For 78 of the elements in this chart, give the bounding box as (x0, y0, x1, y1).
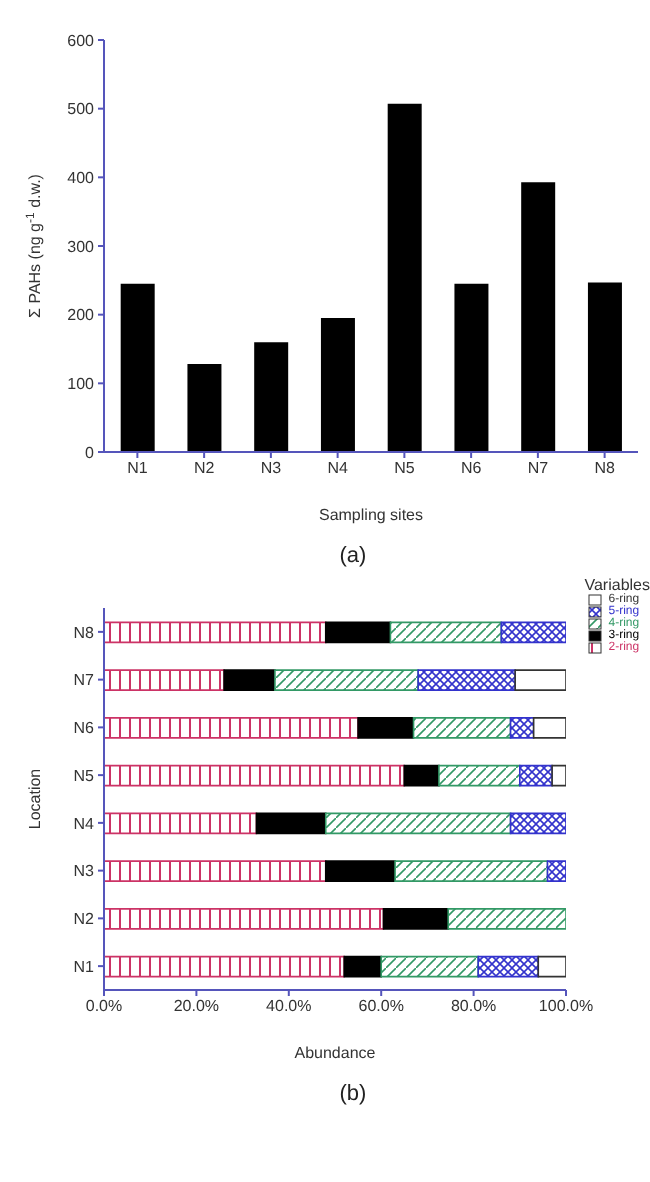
x-tick-label: N1 (127, 459, 149, 478)
x-axis-title: Abundance (294, 1044, 377, 1062)
bar (394, 860, 549, 882)
bar (104, 860, 327, 882)
bar (104, 669, 225, 691)
bar (104, 621, 327, 644)
bar (104, 764, 406, 787)
bar (104, 812, 258, 835)
bar (187, 364, 222, 452)
bar (324, 812, 512, 835)
y-tick-label: N3 (73, 862, 96, 881)
bar (120, 283, 155, 452)
y-tick-label: N4 (73, 814, 96, 833)
x-tick-label: 0.0% (85, 997, 123, 1016)
bar (343, 955, 382, 978)
x-tick-label: N5 (394, 459, 416, 478)
bar (387, 103, 422, 452)
bar (223, 669, 276, 691)
bar (104, 717, 359, 739)
bar (320, 318, 355, 452)
bar (417, 669, 516, 691)
x-tick-label: N6 (460, 459, 483, 478)
y-tick-label: N2 (73, 910, 96, 929)
bar (357, 717, 415, 739)
bar (447, 908, 566, 930)
bar (389, 621, 503, 644)
x-tick-label: 80.0% (450, 997, 497, 1016)
bar (454, 283, 489, 452)
y-tick-label: N5 (73, 766, 96, 785)
bar (546, 860, 566, 882)
legend-title: Variables (584, 576, 650, 594)
bar (274, 669, 419, 691)
text: (b) (337, 1082, 369, 1106)
y-tick-label: 100 (67, 375, 96, 394)
y-tick-label: N8 (73, 623, 96, 642)
bar (477, 955, 540, 978)
text: (a) (337, 544, 369, 568)
x-tick-label: 40.0% (266, 997, 312, 1016)
bar (254, 342, 289, 452)
bar (514, 669, 566, 691)
bar (509, 812, 566, 835)
bar (403, 764, 440, 787)
y-tick-label: 300 (67, 237, 96, 256)
bar (324, 860, 396, 882)
bar (537, 955, 566, 978)
bar (532, 717, 566, 739)
x-tick-label: N2 (193, 459, 216, 478)
y-tick-label: 200 (67, 306, 96, 325)
bar (551, 764, 566, 787)
bar (382, 908, 449, 930)
x-tick-label: N3 (260, 459, 283, 478)
x-tick-label: N7 (527, 459, 550, 478)
x-tick-label: N8 (594, 459, 616, 478)
y-tick-label: N7 (73, 671, 96, 690)
x-tick-label: 100.0% (538, 997, 594, 1016)
y-tick-label: N6 (73, 719, 96, 738)
y-axis-title: Location (26, 768, 44, 830)
bar (104, 955, 346, 978)
bar (500, 621, 566, 644)
x-tick-label: N4 (327, 459, 349, 478)
bar (104, 908, 385, 930)
bar (521, 182, 556, 452)
bar (380, 955, 480, 978)
x-tick-label: 20.0% (173, 997, 220, 1016)
bar (255, 812, 327, 835)
x-axis-title: Sampling sites (318, 506, 424, 524)
bar (412, 717, 512, 739)
bar (509, 717, 535, 739)
y-tick-label: 600 (67, 31, 96, 50)
bar (519, 764, 553, 787)
y-tick-label: 0 (85, 443, 96, 462)
y-tick-label: 400 (67, 169, 96, 188)
bar (438, 764, 521, 787)
bar (324, 621, 392, 644)
bar (587, 282, 622, 452)
y-tick-label: N1 (73, 957, 96, 976)
x-tick-label: 60.0% (358, 997, 404, 1016)
y-tick-label: 500 (67, 100, 96, 119)
